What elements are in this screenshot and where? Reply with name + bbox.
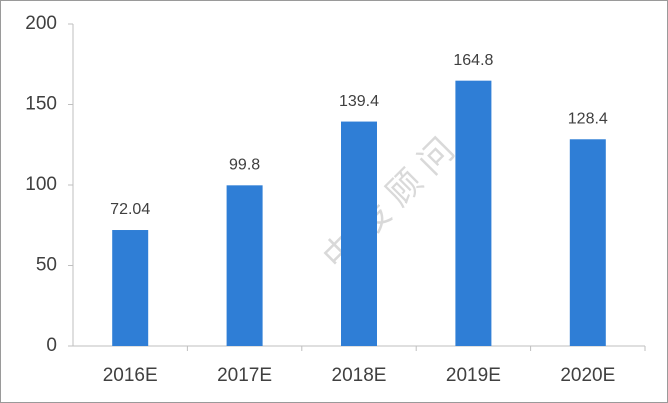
x-tick-label: 2018E	[332, 365, 387, 386]
bar	[341, 121, 377, 346]
y-tick-label: 150	[25, 94, 57, 115]
x-tick-label: 2019E	[446, 365, 501, 386]
y-tick-label: 0	[46, 335, 57, 356]
bar	[112, 230, 149, 346]
bar	[226, 185, 263, 346]
data-label: 99.8	[229, 157, 260, 174]
y-tick-label: 100	[25, 174, 57, 195]
data-label: 72.04	[110, 201, 150, 218]
x-tick-label: 2016E	[103, 365, 158, 386]
x-tick-label: 2017E	[217, 365, 272, 386]
data-label: 139.4	[339, 93, 379, 110]
data-label: 128.4	[568, 110, 608, 127]
y-tick-label: 50	[36, 255, 57, 276]
y-tick-label: 200	[25, 13, 57, 34]
bar	[569, 139, 606, 346]
x-tick-label: 2020E	[560, 365, 615, 386]
data-label: 164.8	[453, 52, 493, 69]
bar	[455, 80, 492, 346]
